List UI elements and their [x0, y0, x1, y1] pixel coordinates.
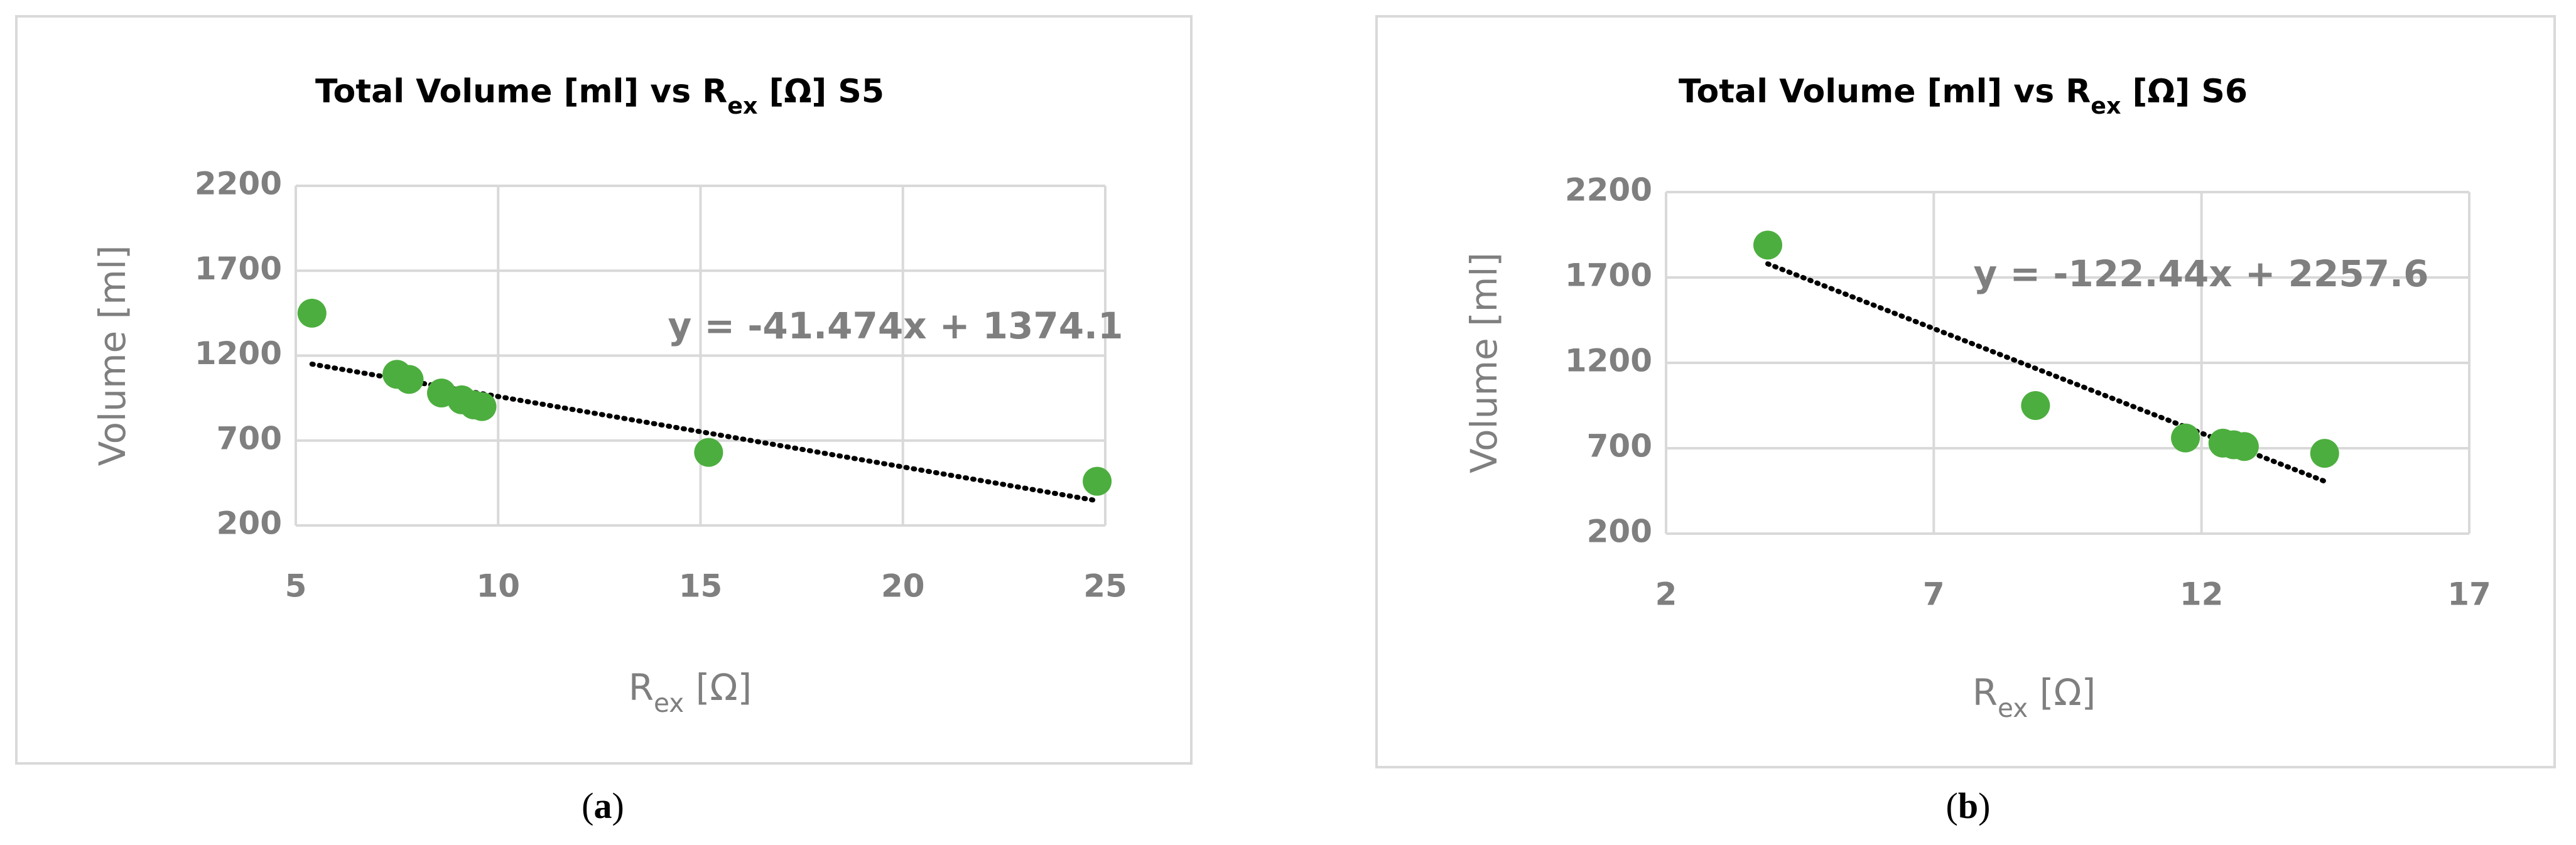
data-point — [297, 298, 327, 328]
trendline-equation: y = -41.474x + 1374.1 — [668, 304, 1123, 347]
caption-part: ( — [582, 785, 593, 826]
y-axis-label: Volume [ml] — [91, 245, 134, 466]
chart-frame — [1375, 15, 2556, 768]
data-point — [467, 392, 497, 421]
y-axis-label: Volume [ml] — [1463, 252, 1505, 473]
data-point — [1753, 230, 1783, 260]
y-tick-label: 1200 — [1565, 343, 1652, 379]
y-tick-label: 2200 — [195, 166, 282, 202]
y-tick-label: 700 — [217, 420, 282, 456]
y-tick-label: 200 — [1587, 514, 1652, 550]
x-axis-label-part: [Ω] — [2028, 671, 2096, 714]
x-axis-label-part: R — [1973, 671, 1998, 714]
chart-title-part: ex — [2091, 92, 2121, 119]
caption: (b) — [1946, 785, 1991, 826]
x-tick-label: 2 — [1655, 576, 1677, 613]
x-axis-label-part: R — [629, 666, 654, 709]
x-axis-label: Rex [Ω] — [629, 666, 752, 718]
chart-title-part: Total Volume [ml] vs R — [1679, 73, 2091, 110]
y-tick-label: 1700 — [1565, 257, 1652, 294]
chart-title-part: [Ω] S5 — [757, 73, 884, 110]
y-tick-label: 2200 — [1565, 172, 1652, 208]
data-point — [1083, 466, 1112, 496]
data-point — [2171, 423, 2200, 453]
caption-part: ) — [1978, 785, 1990, 826]
x-tick-label: 12 — [2180, 576, 2224, 613]
y-tick-label: 200 — [217, 505, 282, 542]
trendline-equation: y = -122.44x + 2257.6 — [1974, 252, 2429, 295]
chart-title-part: Total Volume [ml] vs R — [315, 73, 727, 110]
caption-part: b — [1958, 785, 1978, 826]
x-tick-label: 7 — [1923, 576, 1945, 613]
data-point — [2021, 391, 2050, 420]
trendline — [309, 361, 1100, 503]
chart-frame — [15, 15, 1193, 765]
chart-title-part: ex — [727, 92, 757, 119]
caption-part: a — [594, 785, 612, 826]
caption-part: ) — [612, 785, 624, 826]
data-point — [2310, 439, 2339, 468]
x-tick-label: 15 — [679, 568, 723, 605]
x-tick-label: 17 — [2447, 576, 2491, 613]
caption-part: ( — [1946, 785, 1958, 826]
x-tick-label: 20 — [881, 568, 925, 605]
x-tick-label: 5 — [285, 568, 307, 605]
chart-title-part: [Ω] S6 — [2121, 73, 2248, 110]
y-tick-label: 700 — [1587, 428, 1652, 465]
data-point — [694, 438, 723, 467]
chart-title: Total Volume [ml] vs Rex [Ω] S5 — [315, 73, 884, 119]
data-point — [2229, 432, 2259, 461]
x-tick-label: 25 — [1083, 568, 1127, 605]
x-tick-label: 10 — [476, 568, 520, 605]
data-point — [394, 365, 424, 394]
chart-title: Total Volume [ml] vs Rex [Ω] S6 — [1679, 73, 2248, 119]
x-axis-label: Rex [Ω] — [1973, 671, 2096, 723]
x-axis-label-part: ex — [654, 688, 684, 718]
y-tick-label: 1700 — [195, 250, 282, 287]
y-tick-label: 1200 — [195, 335, 282, 372]
x-axis-label-part: [Ω] — [684, 666, 752, 709]
x-axis-label-part: ex — [1998, 693, 2028, 723]
caption: (a) — [582, 785, 624, 826]
